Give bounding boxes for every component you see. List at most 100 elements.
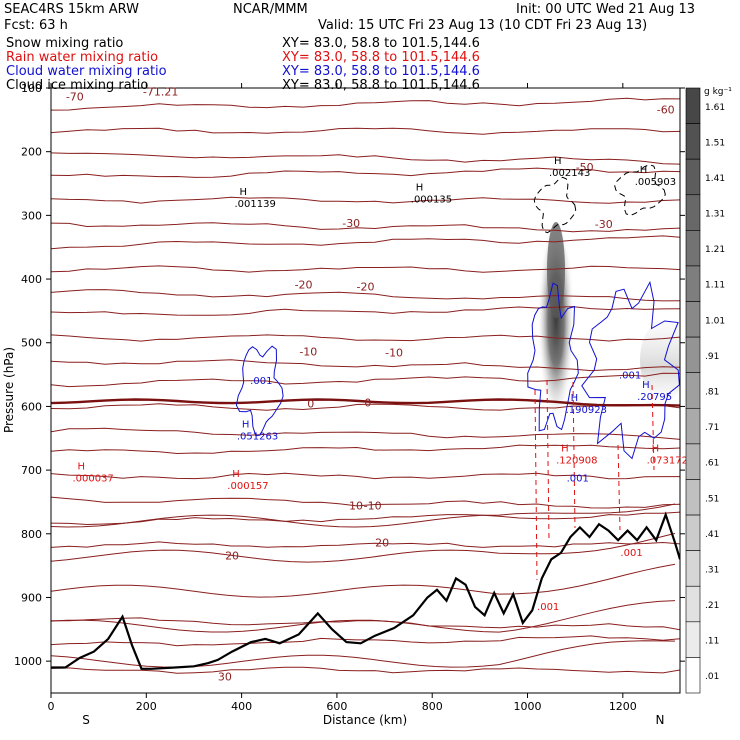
isotherm-line — [51, 196, 680, 204]
x-tick-label: 600 — [326, 700, 347, 713]
colorbar-label: 1.31 — [705, 210, 725, 220]
extremum-marker: H — [652, 444, 660, 455]
extremum-value: .120908 — [556, 456, 597, 467]
colorbar-label: 1.61 — [705, 103, 725, 113]
isotherm-label: -20 — [295, 279, 313, 292]
shade-plume-core — [547, 222, 565, 318]
extremum-value: .000135 — [411, 195, 452, 206]
extremum-value: .002143 — [549, 168, 590, 179]
isotherm-line — [51, 472, 680, 480]
colorbar-swatch — [685, 407, 701, 445]
extremum-marker: H — [561, 444, 569, 455]
isotherm-line — [51, 511, 680, 526]
x-tick-label: 200 — [136, 700, 157, 713]
contour-label: .001 — [537, 602, 559, 613]
colorbar-label: 1.21 — [705, 245, 725, 255]
init-time: Init: 00 UTC Wed 21 Aug 13 — [516, 2, 696, 17]
isotherm-line-low — [51, 532, 676, 563]
isotherm-line-low — [51, 503, 676, 528]
colorbar-label: .61 — [705, 459, 719, 469]
isotherm-line-low — [51, 600, 676, 633]
colorbar-swatch — [685, 514, 701, 551]
colorbar-label: .21 — [705, 601, 719, 611]
extremum-marker: H — [554, 156, 562, 167]
y-tick-label: 300 — [21, 209, 42, 222]
colorbar-swatch — [685, 443, 701, 480]
colorbar-label: .51 — [705, 494, 719, 504]
isotherm-line-low — [51, 640, 676, 668]
colorbar-label: .31 — [705, 565, 719, 575]
extremum-marker: H — [571, 393, 579, 404]
x-tick-label: 1200 — [609, 700, 637, 713]
isotherm-line — [51, 666, 680, 674]
isotherm-label: -30 — [595, 218, 613, 231]
hydrometeor-contours — [235, 164, 680, 581]
contour-labels: -70 -71.21-60-50-30 -30-20 -20-10 -100 010 -10… — [66, 86, 688, 684]
terrain-layer — [51, 511, 680, 670]
isotherm-line — [51, 334, 680, 342]
extremum-marker: H — [242, 420, 250, 431]
y-tick-label: 500 — [21, 337, 42, 350]
colorbar-swatch — [685, 194, 701, 231]
y-tick-label: 800 — [21, 528, 42, 541]
extremum-marker: H — [239, 187, 247, 198]
extremum-value: .001139 — [234, 199, 275, 210]
x-end-label-left: S — [82, 713, 90, 727]
x-axis: 0 200 400 600 800 1000 1200 — [48, 83, 637, 713]
hydrometeor-contour — [581, 280, 680, 460]
contour-label: .001 — [567, 474, 589, 485]
shading — [538, 220, 680, 420]
extremum-value: .051263 — [237, 432, 278, 443]
colorbar-label: 1.01 — [705, 316, 725, 326]
colorbar-swatch — [685, 585, 701, 623]
y-axis-label: Pressure (hPa) — [2, 347, 16, 433]
isotherm-label: 10 — [349, 500, 363, 513]
rain-contour — [572, 381, 576, 529]
extremum-value: .190923 — [566, 405, 607, 416]
isotherm-label: 20 — [375, 537, 389, 550]
colorbar-swatch — [685, 550, 701, 587]
field-xy-cloud-ice: XY= 83.0, 58.8 to 101.5,144.6 — [282, 78, 480, 93]
isotherm-line — [51, 359, 680, 372]
isotherm-line — [51, 427, 680, 440]
extremum-value: .000037 — [72, 474, 113, 485]
isotherm-label: -70 — [66, 91, 84, 104]
hydrometeor-contour — [527, 282, 579, 432]
isotherm-label: -10 — [385, 347, 403, 360]
isotherm-line — [51, 617, 680, 631]
field-name-cloud-water: Cloud water mixing ratio — [6, 64, 167, 79]
y-tick-label: 100 — [21, 82, 42, 95]
x-tick-label: 400 — [231, 700, 252, 713]
field-xy-rain: XY= 83.0, 58.8 to 101.5,144.6 — [282, 50, 480, 65]
field-xy-snow: XY= 83.0, 58.8 to 101.5,144.6 — [282, 36, 480, 51]
isotherm-line — [51, 541, 680, 548]
colorbar-label: .71 — [705, 423, 719, 433]
colorbar-swatch — [685, 123, 701, 160]
colorbar-label: .01 — [705, 672, 719, 682]
x-tick-label: 800 — [422, 700, 443, 713]
colorbar: 1.61 1.51 1.41 1.31 1.21 1.11 1.01 .91 .81 .71 .61… — [685, 87, 725, 694]
contour-label: .001 — [619, 370, 641, 381]
colorbar-swatch — [685, 87, 701, 124]
valid-time: Valid: 15 UTC Fri 23 Aug 13 (10 CDT Fri … — [318, 18, 648, 33]
x-axis-label: Distance (km) — [323, 713, 407, 727]
rain-contour — [617, 444, 621, 531]
isotherm-line — [51, 444, 680, 455]
x-tick-label: 0 — [48, 700, 55, 713]
colorbar-label: 1.11 — [705, 281, 725, 291]
field-name-cloud-ice: Cloud ice mixing ratio — [6, 78, 149, 93]
colorbar-label: .41 — [705, 530, 719, 540]
model-title: SEAC4RS 15km ARW — [4, 2, 140, 17]
colorbar-swatch — [685, 479, 701, 516]
plot-frame — [50, 87, 681, 694]
isotherm-label: -30 — [342, 217, 360, 230]
terrain-line — [51, 511, 680, 670]
colorbar-label: .11 — [705, 637, 719, 647]
isotherm-label: -10 — [299, 345, 317, 358]
isotherm-label: 20 — [225, 549, 239, 562]
contour-label: .001 — [620, 548, 642, 559]
extremum-value: .073172 — [647, 456, 688, 467]
isotherm-line — [51, 403, 680, 411]
field-name-rain: Rain water mixing ratio — [6, 50, 159, 65]
hydrometeor-contour — [614, 164, 666, 216]
